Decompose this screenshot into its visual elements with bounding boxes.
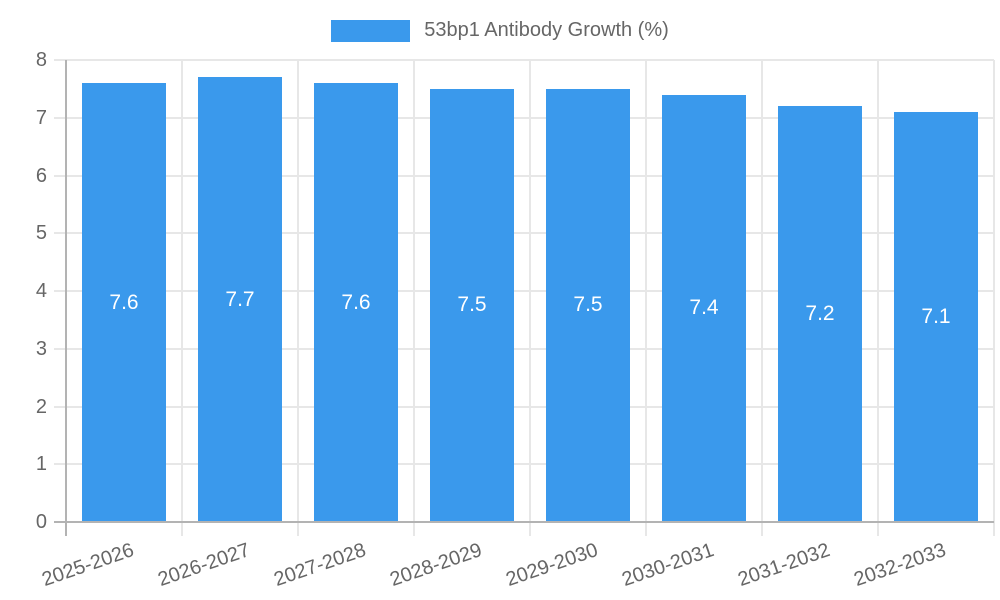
x-axis-tick [645,522,647,536]
x-gridline [181,60,183,522]
x-axis-line [54,521,994,523]
x-axis-tick-label: 2029-2030 [503,539,602,591]
y-axis-tick-label: 5 [35,222,47,245]
bar-2027-2028[interactable]: 7.6 [314,83,398,522]
bar-value-label: 7.5 [573,293,603,317]
x-axis-tick [181,522,183,536]
y-axis-tick-label: 4 [35,280,47,302]
y-axis-tick-label: 6 [35,164,47,187]
x-axis-tick [413,522,415,536]
y-axis-tick [54,232,66,235]
x-gridline [297,60,299,522]
y-axis-tick-label: 7 [35,106,47,129]
chart-legend: 53bp1 Antibody Growth (%) [0,19,1000,42]
y-axis-tick [54,405,66,408]
x-gridline [529,60,531,522]
x-gridline [645,60,647,522]
y-axis-tick-label: 8 [35,49,47,71]
legend-item[interactable]: 53bp1 Antibody Growth (%) [331,19,669,42]
x-axis-tick [877,522,879,536]
x-gridline [877,60,879,522]
y-axis-tick-label: 3 [35,337,47,360]
y-axis-tick [54,59,66,61]
y-axis-tick [54,174,66,177]
x-axis-tick-label: 2028-2029 [387,539,486,591]
x-gridline [413,60,415,522]
legend-swatch [331,19,411,42]
x-axis-tick-label: 2026-2027 [155,539,254,591]
bar-2030-2031[interactable]: 7.4 [662,94,746,522]
x-axis-tick-label: 2032-2033 [851,539,950,591]
y-axis-tick [54,116,66,119]
chart-plot-area: 7.6 7.7 7.6 7.5 7.5 7.4 7.2 7.1 [66,59,995,522]
bar-2025-2026[interactable]: 7.6 [82,83,166,522]
bar-value-label: 7.6 [109,290,139,314]
x-axis-tick-label: 2027-2028 [271,539,370,591]
bar-2029-2030[interactable]: 7.5 [546,88,630,522]
x-axis-tick [761,522,763,536]
bar-value-label: 7.4 [689,296,719,320]
x-gridline [761,60,763,522]
bar-2028-2029[interactable]: 7.5 [430,88,514,522]
x-gridline [993,60,995,522]
y-axis-tick [54,347,66,350]
y-axis-tick-label: 0 [35,511,47,533]
y-axis-line [65,60,67,536]
legend-label: 53bp1 Antibody Growth (%) [424,19,669,41]
x-axis-tick-label: 2031-2032 [735,539,834,591]
bar-value-label: 7.5 [457,293,487,317]
x-axis-tick [993,522,995,536]
bar-value-label: 7.6 [341,290,371,314]
bar-value-label: 7.1 [921,304,951,328]
bar-2026-2027[interactable]: 7.7 [198,77,282,522]
y-axis-tick-label: 2 [35,395,47,418]
y-axis-tick [54,290,66,292]
bar-2032-2033[interactable]: 7.1 [894,111,978,522]
x-axis-tick [529,522,531,536]
x-axis-tick-label: 2025-2026 [39,539,138,591]
bar-value-label: 7.2 [805,302,835,326]
y-axis-tick [54,463,66,466]
x-axis-tick-label: 2030-2031 [619,539,718,591]
bar-2031-2032[interactable]: 7.2 [778,106,862,522]
x-axis-tick [297,522,299,536]
bar-value-label: 7.7 [225,287,255,311]
y-axis-tick-label: 1 [35,453,47,476]
